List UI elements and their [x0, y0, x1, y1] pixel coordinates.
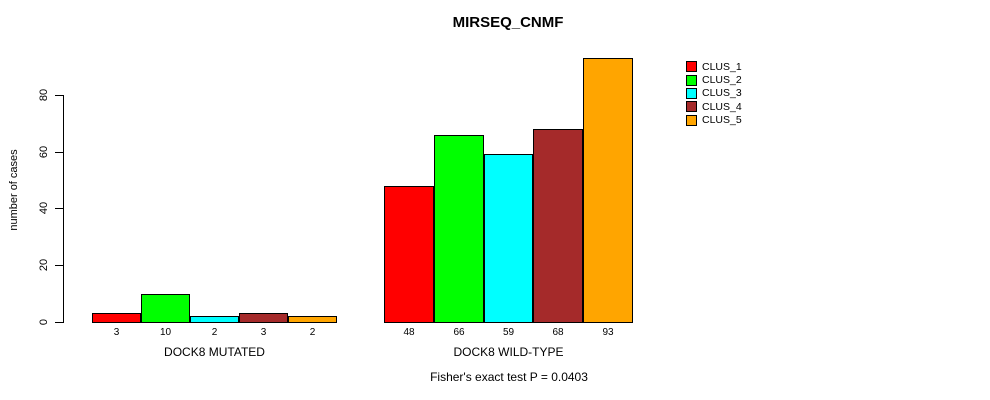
legend-item: CLUS_4	[686, 100, 742, 113]
bar-value-label: 2	[309, 327, 316, 338]
group-label: DOCK8 WILD-TYPE	[453, 345, 564, 359]
legend-swatch-icon	[686, 74, 697, 86]
legend-swatch-icon	[686, 61, 697, 73]
bar-value-label: 10	[159, 327, 172, 338]
y-axis-tick-label: 40	[38, 201, 50, 215]
bar-clus_4-1	[239, 313, 288, 323]
legend-swatch-icon	[686, 114, 697, 126]
bar-value-label: 68	[552, 327, 564, 338]
bar-clus_3-1	[190, 316, 239, 323]
y-axis-tick	[55, 322, 63, 323]
y-axis-tick	[55, 152, 63, 153]
chart-title: MIRSEQ_CNMF	[452, 14, 564, 31]
bar-clus_2-1	[141, 294, 190, 323]
y-axis-title: number of cases	[8, 149, 20, 231]
y-axis-tick-label: 60	[38, 145, 50, 159]
y-axis-tick	[55, 95, 63, 96]
legend-label: CLUS_5	[702, 114, 742, 127]
legend-label: CLUS_4	[702, 100, 742, 113]
bar-clus_3-2	[484, 154, 533, 323]
bar-value-label: 59	[502, 327, 515, 338]
legend-item: CLUS_2	[686, 73, 742, 86]
legend-label: CLUS_2	[702, 74, 742, 87]
y-axis-tick	[55, 265, 63, 266]
bar-value-label: 48	[403, 327, 415, 338]
y-axis-tick	[55, 208, 63, 209]
bar-clus_5-2	[583, 58, 633, 323]
legend-swatch-icon	[686, 87, 697, 99]
y-axis-tick-label: 20	[38, 258, 50, 272]
bar-value-label: 3	[113, 327, 120, 338]
bar-clus_1-1	[92, 313, 141, 323]
legend-item: CLUS_5	[686, 114, 742, 127]
bar-clus_4-2	[533, 129, 583, 323]
bar-clus_1-2	[384, 186, 434, 323]
legend-swatch-icon	[686, 101, 697, 113]
legend-item: CLUS_1	[686, 60, 742, 73]
bar-value-label: 66	[453, 327, 465, 338]
legend-label: CLUS_3	[702, 87, 742, 100]
bar-value-label: 3	[260, 327, 267, 338]
y-axis-tick-label: 80	[38, 88, 50, 102]
legend-item: CLUS_3	[686, 87, 742, 100]
y-axis-tick-label: 0	[38, 318, 50, 326]
y-axis-line	[63, 95, 64, 323]
group-label: DOCK8 MUTATED	[164, 345, 265, 359]
bar-clus_2-2	[434, 135, 484, 323]
bar-value-label: 93	[602, 327, 614, 338]
bar-clus_5-1	[288, 316, 337, 323]
bar-value-label: 2	[211, 327, 218, 338]
legend: CLUS_1 CLUS_2 CLUS_3 CLUS_4 CLUS_5	[686, 60, 742, 127]
legend-label: CLUS_1	[702, 60, 742, 73]
annotation-text: Fisher's exact test P = 0.0403	[430, 370, 588, 384]
